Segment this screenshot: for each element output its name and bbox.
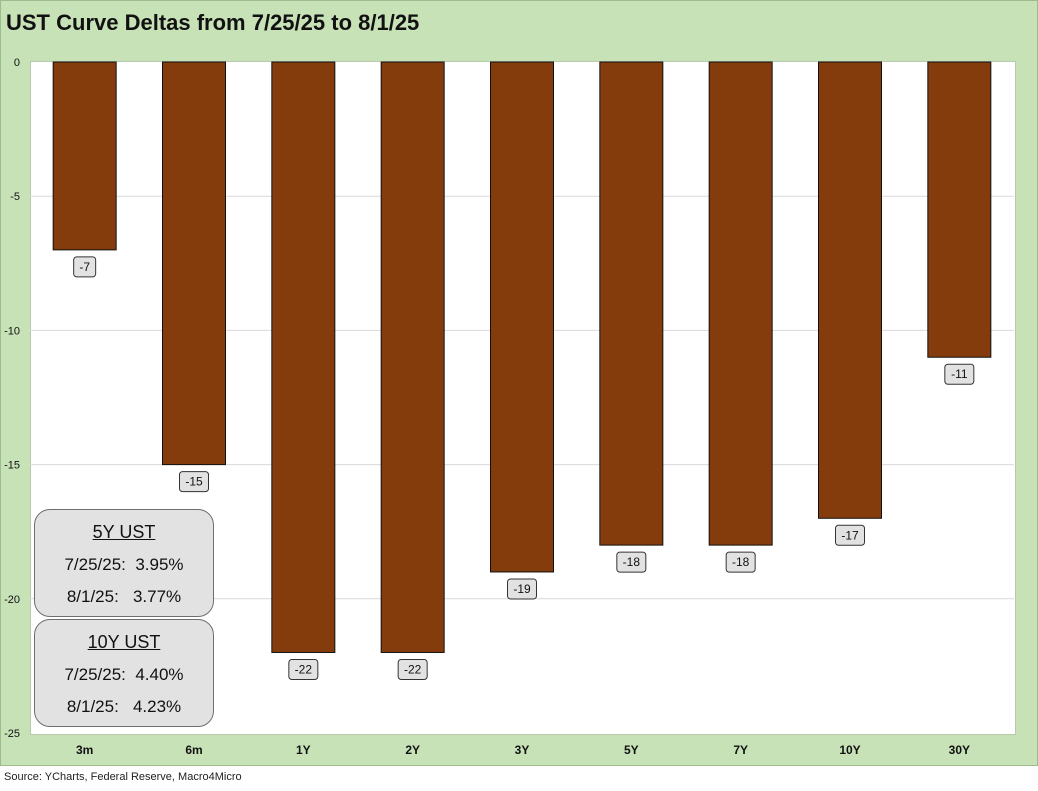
y-tick-label: -15 xyxy=(4,460,20,472)
y-tick-label: -25 xyxy=(4,728,20,740)
data-label-box xyxy=(725,551,756,573)
data-label-box xyxy=(288,658,319,680)
bar-2Y xyxy=(380,61,445,653)
x-tick-label: 2Y xyxy=(405,743,420,757)
x-tick-label: 1Y xyxy=(296,743,311,757)
data-label: -15 xyxy=(185,475,203,489)
data-label-box xyxy=(397,658,428,680)
y-tick-label: -10 xyxy=(4,325,20,337)
bar-3m xyxy=(52,61,117,251)
bar-30Y xyxy=(927,61,992,358)
data-label: -22 xyxy=(295,662,313,676)
data-label-box xyxy=(507,578,537,600)
x-tick-label: 5Y xyxy=(624,743,639,757)
x-tick-label: 30Y xyxy=(949,743,970,757)
data-label-box xyxy=(179,471,209,493)
y-tick-label: -5 xyxy=(10,191,20,203)
info-box-header: 5Y UST xyxy=(92,522,156,542)
data-label: -11 xyxy=(951,367,968,381)
bar-1Y xyxy=(271,61,336,653)
x-tick-label: 3m xyxy=(76,743,93,757)
y-tick-label: 0 xyxy=(14,57,20,69)
data-label-box xyxy=(616,551,647,573)
bar-3Y xyxy=(490,61,554,573)
x-tick-label: 7Y xyxy=(733,743,748,757)
x-tick-label: 6m xyxy=(185,743,202,757)
data-label-box xyxy=(835,524,865,546)
data-label: -17 xyxy=(841,528,859,542)
bar-10Y xyxy=(818,61,882,519)
data-label: -7 xyxy=(79,260,90,274)
bar-6m xyxy=(162,61,226,466)
source-note: Source: YCharts, Federal Reserve, Macro4… xyxy=(4,771,242,783)
data-label-box xyxy=(73,256,97,278)
info-box-5y-ust: 5Y UST 7/25/25: 3.95% 8/1/25: 3.77% xyxy=(34,509,214,617)
bar-5Y xyxy=(599,61,664,546)
y-tick-label: -20 xyxy=(4,594,20,606)
x-tick-label: 10Y xyxy=(839,743,860,757)
data-label: -22 xyxy=(404,662,422,676)
x-tick-label: 3Y xyxy=(515,743,530,757)
data-label: -19 xyxy=(513,582,531,596)
info-box-row: 7/25/25: 3.95% xyxy=(64,555,184,574)
bar-7Y xyxy=(708,61,773,546)
info-box-10y-ust: 10Y UST 7/25/25: 4.40% 8/1/25: 4.23% xyxy=(34,619,214,727)
data-label: -18 xyxy=(623,555,641,569)
info-box-row: 8/1/25: 3.77% xyxy=(66,587,182,606)
info-box-row: 7/25/25: 4.40% xyxy=(64,665,184,684)
data-label: -18 xyxy=(732,555,750,569)
chart-title: UST Curve Deltas from 7/25/25 to 8/1/25 xyxy=(6,10,420,35)
info-box-row: 8/1/25: 4.23% xyxy=(66,697,182,716)
info-box-header: 10Y UST xyxy=(87,632,161,652)
data-label-box xyxy=(944,363,975,385)
